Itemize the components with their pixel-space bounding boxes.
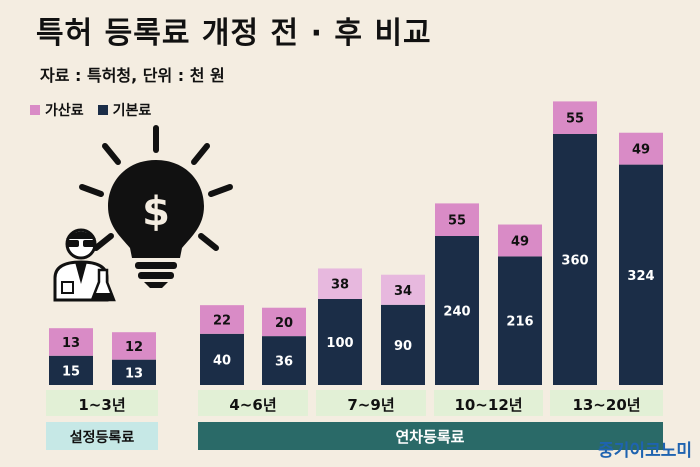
data-label-surcharge-7: 49 [511,234,529,249]
chart-bars: 15 13 13 12 40 22 36 20 100 38 90 34 240 55 216 49 360 55… [49,101,663,385]
bar-surcharge-7 [498,224,542,257]
data-label-surcharge-1: 12 [125,340,143,355]
data-label-base-1: 13 [125,366,143,381]
period-label-3: 10~12년 [454,396,522,414]
data-label-base-3: 36 [275,355,293,370]
bar-base-2 [200,333,244,385]
bar-surcharge-2 [200,305,244,334]
bar-surcharge-5 [381,274,425,305]
bar-surcharge-6 [435,203,479,236]
period-label-bg-2 [316,390,426,416]
data-label-base-9: 324 [627,269,654,284]
period-label-4: 13~20년 [572,396,640,414]
data-label-base-0: 15 [62,364,80,379]
bar-surcharge-3 [262,307,306,337]
period-label-0: 1~3년 [78,396,125,414]
bar-base-4 [318,299,362,385]
data-label-surcharge-2: 22 [213,313,231,328]
legend-swatch-base [97,105,108,115]
data-label-base-7: 216 [506,315,533,330]
period-label-2: 7~9년 [347,396,394,414]
bar-base-9 [619,164,663,385]
data-label-surcharge-6: 55 [448,214,466,229]
bar-base-1 [112,359,156,385]
bar-base-8 [553,134,597,385]
lightbulb-dollar-scientist-icon: $ [53,125,233,302]
period-label-1: 4~6년 [229,396,276,414]
data-label-base-5: 90 [394,339,412,354]
period-label-bg-1 [198,390,308,416]
annual-fee-label: 연차등록료 [395,428,464,446]
legend-swatch-surcharge [30,105,40,115]
data-label-base-6: 240 [443,305,470,320]
bar-base-5 [381,304,425,385]
brand-logo: 중기이코노미 [598,441,692,461]
data-label-surcharge-8: 55 [566,112,584,127]
data-label-base-8: 360 [561,254,588,269]
setting-fee-bg [46,422,158,450]
bar-base-6 [435,236,479,385]
data-label-surcharge-0: 13 [62,336,80,351]
bar-surcharge-1 [112,332,156,360]
bar-base-3 [262,336,306,385]
legend-label-base: 기본료 [112,103,152,119]
data-label-base-2: 40 [213,353,231,368]
period-label-bg-0 [46,390,158,416]
data-label-surcharge-4: 38 [331,278,349,293]
legend-item-surcharge: 가산료 [30,100,84,120]
annual-fee-bg [198,422,663,450]
bar-surcharge-8 [553,101,597,134]
legend-label-surcharge: 가산료 [45,103,84,119]
setting-fee-label: 설정등록료 [70,429,135,446]
period-label-bg-4 [550,390,663,416]
chart-subtitle: 자료 : 특허청, 단위 : 천 원 [40,66,225,85]
svg-text:$: $ [142,189,170,235]
bar-surcharge-9 [619,132,663,165]
data-label-surcharge-5: 34 [394,284,412,299]
data-label-surcharge-9: 49 [632,143,650,158]
legend-item-base: 기본료 [97,100,152,120]
period-label-bg-3 [434,390,543,416]
bar-surcharge-0 [49,328,93,356]
data-label-base-4: 100 [326,336,353,351]
legend: 가산료 기본료 [30,100,151,120]
bar-surcharge-4 [318,268,362,299]
bar-base-0 [49,355,93,385]
bar-base-7 [498,256,542,385]
data-label-surcharge-3: 20 [275,316,293,331]
chart-title: 특허 등록료 개정 전 · 후 비교 [36,16,432,51]
